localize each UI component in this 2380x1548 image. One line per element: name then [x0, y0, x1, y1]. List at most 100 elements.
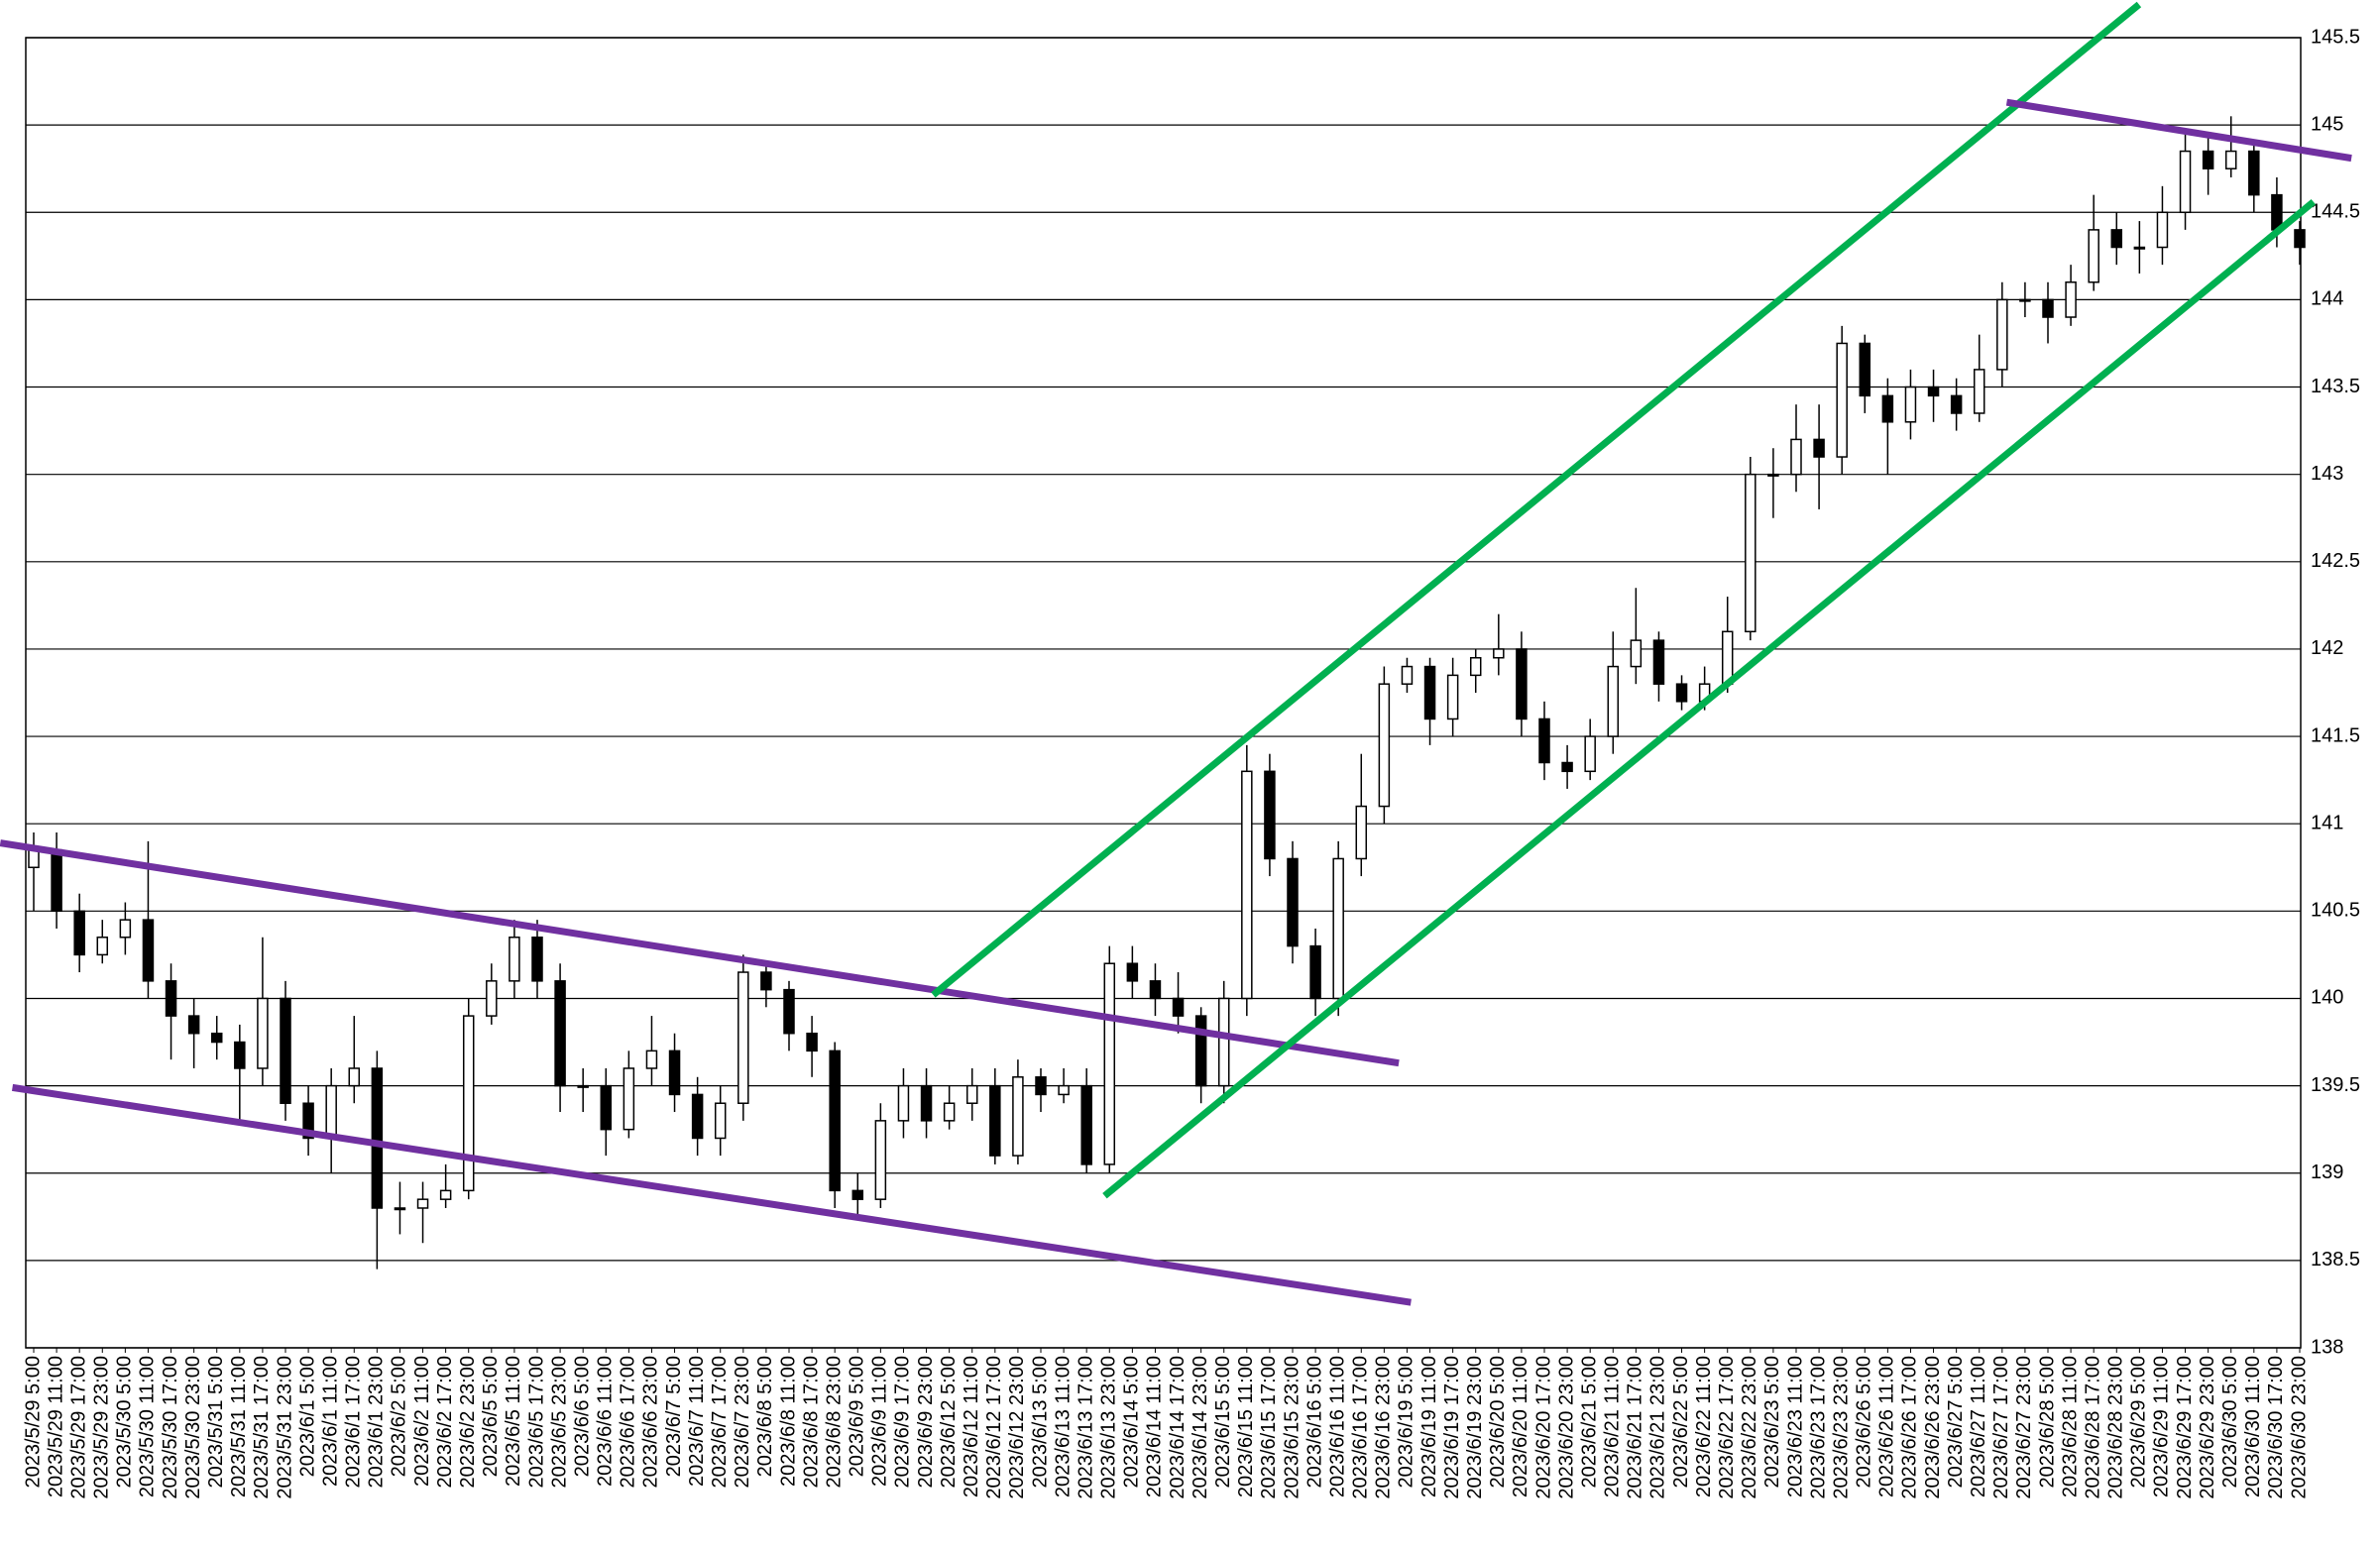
candle-body — [165, 980, 177, 1017]
candle-body — [1607, 665, 1620, 737]
x-tick-label: 2023/6/1 11:00 — [319, 1356, 341, 1487]
x-tick-label: 2023/6/22 5:00 — [1670, 1356, 1692, 1488]
x-tick-label: 2023/6/30 17:00 — [2265, 1356, 2287, 1499]
candle-body — [965, 1084, 978, 1104]
x-tick-label: 2023/6/26 17:00 — [1899, 1356, 1921, 1499]
candle-body — [1516, 648, 1528, 720]
x-tick-label: 2023/6/29 5:00 — [2128, 1356, 2150, 1488]
candle-body — [600, 1084, 613, 1131]
candle-body — [1264, 770, 1276, 860]
candle-body — [829, 1050, 841, 1192]
candle-body — [1927, 386, 1940, 397]
candle-body — [1423, 665, 1436, 720]
x-tick-label: 2023/6/14 17:00 — [1167, 1356, 1189, 1499]
candle-body — [760, 971, 772, 991]
candle-body — [2156, 211, 2169, 249]
x-tick-label: 2023/5/31 5:00 — [205, 1356, 227, 1488]
x-tick-label: 2023/6/23 23:00 — [1830, 1356, 1852, 1499]
candle-body — [2133, 246, 2146, 250]
candle-body — [874, 1120, 887, 1200]
x-tick-label: 2023/6/8 5:00 — [754, 1356, 776, 1477]
y-tick-label: 138.5 — [2311, 1249, 2360, 1271]
candle-body — [1080, 1084, 1092, 1165]
x-tick-label: 2023/6/2 23:00 — [457, 1356, 479, 1488]
candle-body — [486, 980, 498, 1017]
candle-body — [897, 1084, 910, 1122]
x-tick-label: 2023/6/12 5:00 — [938, 1356, 960, 1488]
x-tick-label: 2023/6/5 5:00 — [480, 1356, 502, 1477]
x-tick-label: 2023/6/7 11:00 — [686, 1356, 708, 1487]
x-tick-label: 2023/6/12 17:00 — [983, 1356, 1005, 1499]
y-tick-label: 140.5 — [2311, 900, 2360, 922]
x-tick-label: 2023/6/20 11:00 — [1510, 1356, 1531, 1497]
y-tick-label: 144 — [2311, 288, 2343, 310]
candle-body — [1058, 1084, 1070, 1096]
candle-body — [1103, 962, 1116, 1165]
y-tick-label: 139 — [2311, 1161, 2343, 1183]
candle-body — [851, 1189, 864, 1200]
x-tick-label: 2023/6/15 11:00 — [1235, 1356, 1257, 1497]
x-tick-label: 2023/6/13 17:00 — [1075, 1356, 1096, 1499]
candle-body — [1012, 1076, 1024, 1157]
candle-body — [1813, 438, 1825, 458]
x-tick-label: 2023/5/29 5:00 — [22, 1356, 44, 1488]
candle-body — [2042, 298, 2054, 318]
candle-body — [806, 1032, 818, 1052]
candle-body — [280, 997, 291, 1104]
x-tick-label: 2023/6/23 5:00 — [1761, 1356, 1783, 1488]
x-tick-label: 2023/6/16 5:00 — [1303, 1356, 1325, 1488]
candle-body — [51, 848, 62, 913]
x-tick-label: 2023/6/14 11:00 — [1144, 1356, 1166, 1497]
x-tick-label: 2023/5/29 17:00 — [67, 1356, 89, 1499]
x-tick-label: 2023/6/2 5:00 — [389, 1356, 410, 1477]
x-tick-label: 2023/6/6 17:00 — [618, 1356, 639, 1488]
x-tick-label: 2023/6/8 23:00 — [823, 1356, 845, 1488]
x-tick-label: 2023/6/27 11:00 — [1968, 1356, 1989, 1497]
x-tick-label: 2023/6/20 17:00 — [1532, 1356, 1554, 1499]
x-tick-label: 2023/6/20 5:00 — [1487, 1356, 1509, 1488]
candle-body — [989, 1084, 1001, 1157]
candle-body — [1881, 394, 1894, 423]
candle-body — [1035, 1076, 1047, 1096]
x-tick-label: 2023/6/19 17:00 — [1441, 1356, 1463, 1499]
candle-body — [1904, 386, 1917, 423]
candle-body — [1675, 683, 1688, 703]
x-tick-label: 2023/6/9 11:00 — [869, 1356, 891, 1487]
candle-body — [1652, 639, 1665, 685]
candle-body — [1950, 394, 1963, 414]
y-tick-label: 143.5 — [2311, 376, 2360, 397]
candle-body — [1973, 369, 1985, 414]
x-tick-label: 2023/6/5 17:00 — [525, 1356, 547, 1488]
candle-body — [439, 1189, 452, 1200]
candle-body — [943, 1102, 956, 1122]
x-tick-label: 2023/6/7 23:00 — [732, 1356, 753, 1488]
candle-body — [1149, 980, 1162, 1000]
x-tick-label: 2023/6/5 23:00 — [548, 1356, 570, 1488]
y-tick-label: 142 — [2311, 637, 2343, 659]
x-tick-label: 2023/6/27 5:00 — [1945, 1356, 1967, 1488]
y-tick-label: 143 — [2311, 463, 2343, 485]
x-tick-label: 2023/5/31 17:00 — [251, 1356, 273, 1499]
y-tick-label: 145 — [2311, 113, 2343, 135]
x-tick-label: 2023/6/22 17:00 — [1716, 1356, 1738, 1499]
candle-body — [73, 910, 85, 956]
x-tick-label: 2023/6/16 23:00 — [1373, 1356, 1395, 1499]
x-tick-label: 2023/6/30 23:00 — [2288, 1356, 2310, 1499]
x-tick-label: 2023/5/31 23:00 — [274, 1356, 295, 1499]
candle-body — [1332, 857, 1344, 1000]
x-tick-label: 2023/6/13 5:00 — [1029, 1356, 1051, 1488]
x-tick-label: 2023/6/9 23:00 — [915, 1356, 937, 1488]
x-tick-label: 2023/6/21 5:00 — [1578, 1356, 1600, 1488]
candle-body — [119, 919, 132, 939]
candle-body — [1172, 997, 1185, 1017]
candle-body — [1561, 761, 1573, 773]
x-tick-label: 2023/6/28 11:00 — [2059, 1356, 2081, 1497]
candle-body — [2294, 229, 2306, 249]
candle-body — [1996, 298, 2008, 371]
candle-body — [394, 1207, 406, 1211]
x-tick-label: 2023/6/15 23:00 — [1281, 1356, 1303, 1499]
candle-body — [2224, 150, 2237, 169]
candle-body — [416, 1198, 429, 1209]
x-tick-label: 2023/6/19 23:00 — [1464, 1356, 1486, 1499]
x-tick-label: 2023/6/6 11:00 — [595, 1356, 617, 1487]
